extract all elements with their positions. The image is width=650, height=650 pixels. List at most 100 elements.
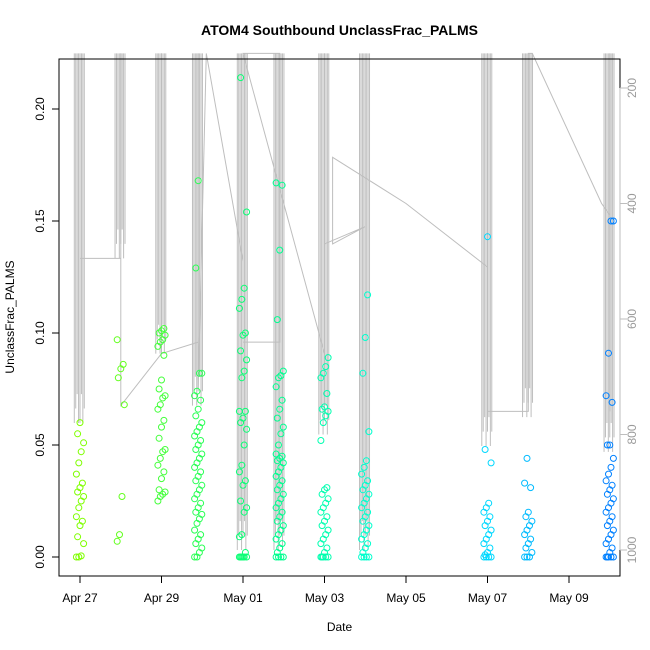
data-point — [243, 208, 251, 216]
data-point — [609, 526, 617, 534]
data-point — [365, 490, 373, 498]
data-point — [365, 553, 373, 561]
data-point — [324, 354, 332, 362]
data-point — [240, 367, 248, 375]
data-point — [243, 356, 251, 364]
data-point — [608, 398, 616, 406]
data-point — [276, 405, 284, 413]
secondary-tick-label: 1000 — [625, 536, 639, 563]
data-point — [487, 553, 495, 561]
data-point — [608, 513, 616, 521]
data-point — [243, 504, 251, 512]
y-tick-label: 0.00 — [33, 545, 47, 569]
data-point — [606, 441, 614, 449]
data-point — [161, 331, 169, 339]
data-point — [237, 347, 245, 355]
x-axis: Apr 27 Apr 29 May 01 May 03 May 05 May 07 May … — [62, 575, 589, 605]
data-point — [278, 477, 286, 485]
data-point — [238, 295, 246, 303]
data-point — [241, 329, 249, 337]
data-point — [156, 454, 164, 462]
data-point — [272, 179, 280, 187]
data-point — [160, 325, 168, 332]
data-point — [194, 177, 202, 185]
data-point — [324, 526, 332, 534]
data-point — [279, 522, 287, 530]
data-point — [161, 392, 169, 400]
data-point — [240, 284, 248, 292]
data-point — [324, 407, 332, 415]
y-tick-label: 0.10 — [33, 321, 47, 345]
data-point — [158, 376, 165, 384]
data-point — [486, 513, 494, 521]
data-point — [238, 531, 246, 539]
data-point — [605, 470, 612, 478]
data-point — [605, 349, 612, 357]
data-point — [364, 508, 372, 516]
data-point — [487, 459, 495, 467]
data-points — [72, 74, 617, 561]
data-point — [197, 499, 205, 507]
data-point — [113, 336, 121, 344]
data-point — [358, 553, 366, 561]
data-point — [323, 513, 331, 521]
data-point — [321, 486, 328, 494]
data-point — [360, 463, 368, 471]
data-point — [609, 495, 617, 503]
data-point — [272, 553, 280, 561]
data-point — [523, 454, 531, 462]
plot-frame — [58, 58, 621, 577]
data-point — [273, 414, 281, 422]
data-point — [275, 553, 282, 561]
data-point — [198, 510, 206, 518]
data-point — [275, 441, 282, 449]
data-point — [481, 551, 489, 559]
secondary-line-path — [79, 52, 611, 423]
data-point — [195, 369, 203, 377]
data-point — [603, 441, 611, 449]
data-point — [156, 401, 164, 409]
data-point — [159, 448, 167, 456]
data-point — [278, 508, 286, 516]
data-point — [323, 544, 331, 552]
data-point — [238, 374, 246, 382]
data-point — [279, 490, 287, 498]
data-point — [155, 329, 163, 337]
data-point — [114, 374, 122, 382]
data-point — [237, 74, 245, 82]
data-point — [80, 493, 88, 500]
data-point — [523, 553, 531, 561]
data-point — [323, 484, 331, 492]
data-point — [528, 517, 536, 525]
data-point — [324, 495, 332, 503]
data-point — [319, 419, 327, 427]
data-point — [155, 486, 163, 494]
data-point — [80, 439, 88, 447]
data-point — [158, 327, 165, 335]
data-point — [365, 428, 373, 436]
data-point — [198, 369, 206, 377]
data-point — [159, 394, 167, 402]
y-tick-label: 0.05 — [33, 433, 47, 457]
x-axis-label: Date — [327, 620, 353, 634]
y-tick-label: 0.15 — [33, 209, 47, 233]
data-point — [118, 493, 126, 500]
data-point — [192, 264, 200, 272]
data-point — [160, 468, 168, 476]
data-point — [241, 549, 249, 556]
data-point — [158, 475, 165, 483]
data-point — [191, 553, 199, 561]
data-point — [275, 374, 282, 382]
secondary-y-axis: 200 400 600 800 1000 — [619, 78, 639, 563]
data-point — [485, 499, 493, 507]
data-point — [609, 454, 617, 462]
data-point — [235, 407, 243, 415]
secondary-tick-label: 600 — [625, 309, 639, 329]
data-point — [521, 479, 529, 487]
data-point — [279, 367, 287, 375]
data-point — [237, 497, 245, 505]
secondary-tick-label: 200 — [625, 78, 639, 98]
data-point — [235, 533, 243, 541]
data-point — [120, 401, 128, 409]
data-point — [80, 540, 88, 548]
